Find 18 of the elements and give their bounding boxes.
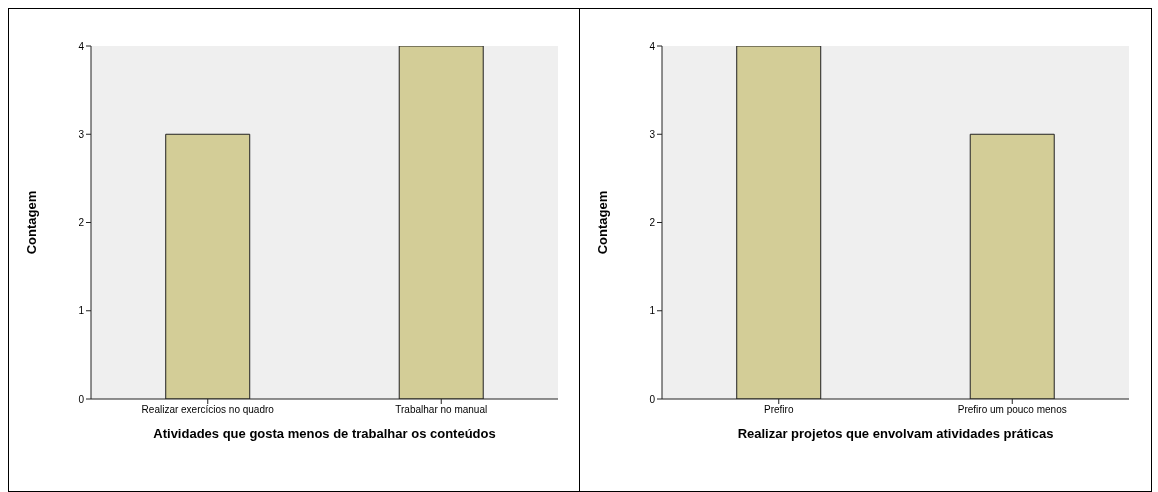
x-axis-title: Realizar projetos que envolvam atividades práticas bbox=[737, 426, 1054, 441]
x-tick-label: Realizar exercícios no quadro bbox=[141, 404, 275, 416]
y-tick-label: 0 bbox=[649, 393, 656, 405]
x-tick-label: Trabalhar no manual bbox=[395, 404, 488, 416]
y-tick-label: 3 bbox=[78, 128, 85, 140]
y-tick-label: 0 bbox=[78, 393, 85, 405]
y-tick-label: 2 bbox=[78, 217, 85, 229]
y-tick-label: 4 bbox=[649, 40, 656, 52]
x-tick-label: Prefiro bbox=[764, 404, 794, 416]
y-tick-label: 2 bbox=[649, 217, 656, 229]
y-axis-title: Contagem bbox=[23, 190, 39, 255]
y-axis-title: Contagem bbox=[594, 190, 610, 255]
x-axis-title: Atividades que gosta menos de trabalhar os conteúdos bbox=[153, 426, 496, 441]
y-tick-label: 4 bbox=[78, 40, 85, 52]
y-tick-label: 1 bbox=[78, 305, 85, 317]
y-tick-label: 1 bbox=[649, 305, 656, 317]
x-tick-label: Prefiro um pouco menos bbox=[957, 404, 1067, 416]
y-tick-label: 3 bbox=[649, 128, 656, 140]
